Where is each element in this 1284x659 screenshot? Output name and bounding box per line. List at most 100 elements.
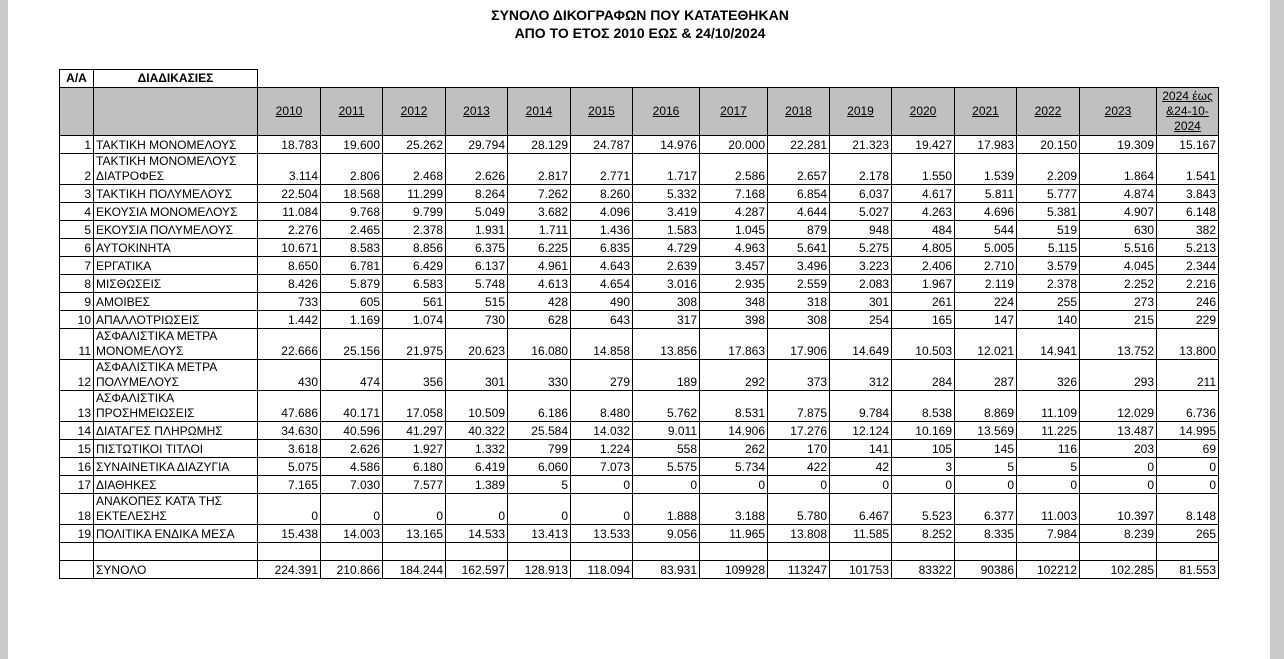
value-cell: 145 [954, 439, 1017, 458]
cell [93, 87, 258, 136]
value-cell: 1.888 [632, 493, 700, 525]
row-label: ΔΙΑΤΑΓΕΣ ΠΛΗΡΩΜΗΣ [93, 421, 258, 440]
value-cell: 147 [954, 310, 1017, 329]
year-cell: 2013 [445, 87, 508, 136]
data-row: 5 ΕΚΟΥΣΙΑ ΠΟΛΥΜΕΛΟΥΣ 2.276 2.465 2.378 1.931 1… [59, 220, 1219, 239]
data-row: 2 ΤΑΚΤΙΚΗ ΜΟΝΟΜΕΛΟΥΣ ΔΙΑΤΡΟΦΕΣ 3.114 2.806 2… [59, 153, 1219, 185]
cell [59, 87, 94, 136]
value-cell: 1.045 [699, 220, 768, 239]
row-label: ΜΙΣΘΩΣΕΙΣ [93, 274, 258, 293]
value-cell: 5.516 [1079, 238, 1157, 257]
value-cell: 1.539 [954, 153, 1017, 185]
value-cell: 4.805 [891, 238, 955, 257]
value-cell: 2.119 [954, 274, 1017, 293]
data-table: Α/Α ΔΙΑΔΙΚΑΣΙΕΣ 2010 2011 2012 2013 2014 2015 20… [59, 69, 1219, 579]
year-cell: 2019 [829, 87, 892, 136]
value-cell: 484 [891, 220, 955, 239]
data-row: 1 ΤΑΚΤΙΚΗ ΜΟΝΟΜΕΛΟΥΣ 18.783 19.600 25.262 29.… [59, 135, 1219, 154]
row-label: ΤΑΚΤΙΚΗ ΠΟΛΥΜΕΛΟΥΣ [93, 184, 258, 203]
row-label: ΠΙΣΤΩΤΙΚΟΙ ΤΙΤΛΟΙ [93, 439, 258, 458]
value-cell: 5.523 [891, 493, 955, 525]
value-cell: 628 [507, 310, 571, 329]
value-cell: 474 [320, 359, 383, 391]
total-cell: 102.285 [1079, 560, 1157, 579]
index-header: Α/Α [59, 69, 94, 88]
value-cell: 5.075 [257, 457, 321, 476]
value-cell: 317 [632, 310, 700, 329]
value-cell: 229 [1156, 310, 1219, 329]
value-cell: 40.322 [445, 421, 508, 440]
value-cell: 318 [767, 292, 830, 311]
value-cell: 18.783 [257, 135, 321, 154]
value-cell: 0 [445, 493, 508, 525]
value-cell: 165 [891, 310, 955, 329]
value-cell: 261 [891, 292, 955, 311]
value-cell: 13.808 [767, 524, 830, 543]
value-cell: 7.165 [257, 475, 321, 494]
value-cell: 14.003 [320, 524, 383, 543]
value-cell: 308 [767, 310, 830, 329]
year-cell: 2022 [1016, 87, 1080, 136]
value-cell: 116 [1016, 439, 1080, 458]
row-label: ΔΙΑΘΗΚΕΣ [93, 475, 258, 494]
value-cell: 0 [829, 475, 892, 494]
cell [699, 542, 768, 561]
value-cell: 14.976 [632, 135, 700, 154]
value-cell: 41.297 [382, 421, 446, 440]
row-label: ΑΣΦΑΛΙΣΤΙΚΑ ΜΕΤΡΑ ΠΟΛΥΜΕΛΟΥΣ [93, 359, 258, 391]
value-cell: 5.027 [829, 202, 892, 221]
value-cell: 24.787 [570, 135, 633, 154]
value-cell: 5.381 [1016, 202, 1080, 221]
value-cell: 21.975 [382, 328, 446, 360]
value-cell: 0 [954, 475, 1017, 494]
value-cell: 17.906 [767, 328, 830, 360]
value-cell: 8.856 [382, 238, 446, 257]
value-cell: 9.011 [632, 421, 700, 440]
value-cell: 733 [257, 292, 321, 311]
value-cell: 2.559 [767, 274, 830, 293]
value-cell: 14.032 [570, 421, 633, 440]
value-cell: 7.262 [507, 184, 571, 203]
value-cell: 5.879 [320, 274, 383, 293]
year-label: 2019 [847, 104, 874, 118]
value-cell: 4.696 [954, 202, 1017, 221]
value-cell: 0 [1156, 475, 1219, 494]
year-label: 2022 [1034, 104, 1062, 118]
year-row: 2010 2011 2012 2013 2014 2015 2016 2017 2018 2019… [59, 87, 1219, 136]
cell [1156, 542, 1219, 561]
value-cell: 6.429 [382, 256, 446, 275]
value-cell: 4.617 [891, 184, 955, 203]
value-cell: 879 [767, 220, 830, 239]
value-cell: 519 [1016, 220, 1080, 239]
data-row: 15 ΠΙΣΤΩΤΙΚΟΙ ΤΙΤΛΟΙ 3.618 2.626 1.927 1.332 7… [59, 439, 1219, 458]
value-cell: 558 [632, 439, 700, 458]
total-label: ΣΥΝΟΛΟ [93, 560, 258, 579]
value-cell: 19.427 [891, 135, 955, 154]
cell [829, 542, 892, 561]
value-cell: 14.995 [1156, 421, 1219, 440]
year-cell: 2021 [954, 87, 1017, 136]
value-cell: 1.583 [632, 220, 700, 239]
year-cell: 2011 [320, 87, 383, 136]
value-cell: 6.148 [1156, 202, 1219, 221]
value-cell: 5.811 [954, 184, 1017, 203]
value-cell: 301 [829, 292, 892, 311]
value-cell: 7.168 [699, 184, 768, 203]
value-cell: 5.777 [1016, 184, 1080, 203]
value-cell: 2.817 [507, 153, 571, 185]
value-cell: 3.114 [257, 153, 321, 185]
value-cell: 7.577 [382, 475, 446, 494]
row-label: ΑΝΑΚΟΠΕΣ ΚΑΤΆ ΤΗΣ ΕΚΤΕΛΕΣΗΣ [93, 493, 258, 525]
value-cell: 5.748 [445, 274, 508, 293]
value-cell: 422 [767, 457, 830, 476]
value-cell: 12.021 [954, 328, 1017, 360]
value-cell: 5.049 [445, 202, 508, 221]
year-cell: 2018 [767, 87, 830, 136]
value-cell: 203 [1079, 439, 1157, 458]
value-cell: 22.504 [257, 184, 321, 203]
value-cell: 2.216 [1156, 274, 1219, 293]
value-cell: 15.438 [257, 524, 321, 543]
value-cell: 330 [507, 359, 571, 391]
value-cell: 2.657 [767, 153, 830, 185]
year-cell: 2014 [507, 87, 571, 136]
